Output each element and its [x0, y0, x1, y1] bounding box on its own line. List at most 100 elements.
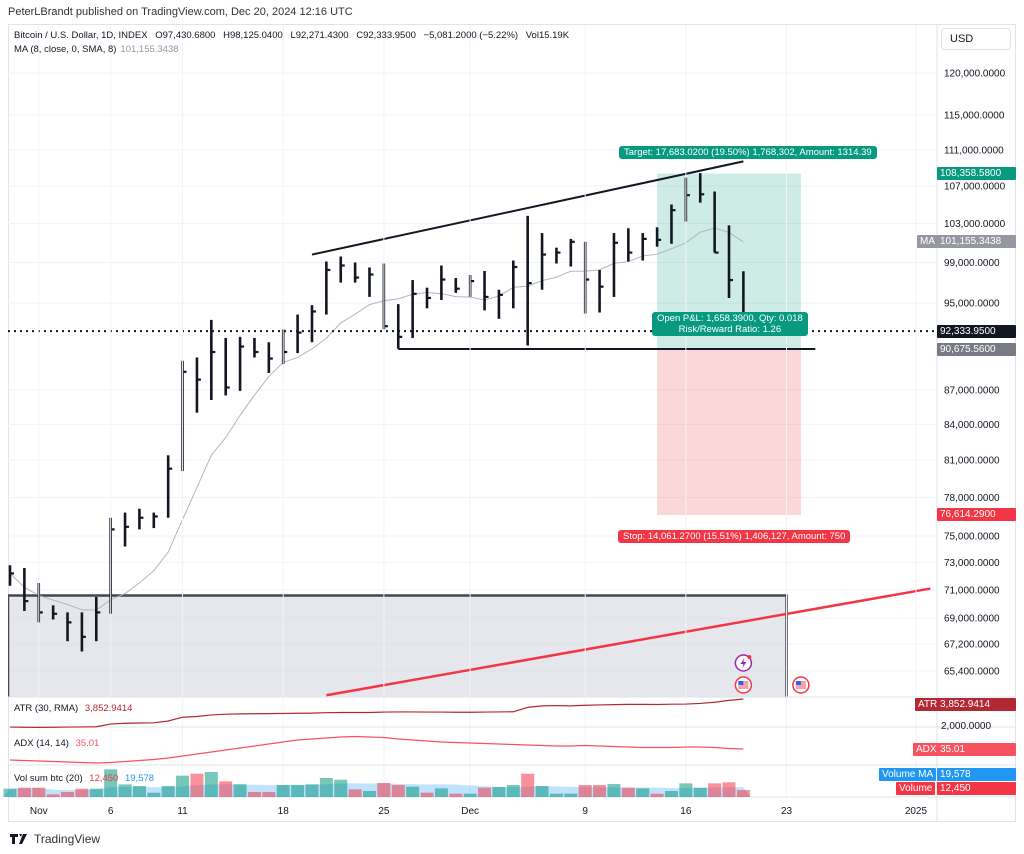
price-bar: [440, 265, 446, 301]
time-tick-label: Dec: [461, 806, 479, 817]
atr-value: 3,852.9414: [84, 703, 133, 714]
price-bar: [80, 612, 86, 652]
atr-legend[interactable]: ATR (30, RMA) 3,852.9414: [14, 703, 132, 714]
volume-bar: [708, 783, 722, 797]
volume-bar: [262, 792, 276, 797]
price-bar: [8, 565, 14, 586]
position-stop-label[interactable]: Stop: 14,061.2700 (15.51%) 1,406,127, Am…: [618, 530, 851, 543]
chart-frame: [8, 24, 1016, 822]
position-loss-zone: [657, 349, 801, 515]
price-bar: [569, 238, 575, 267]
volume-bar: [61, 792, 75, 797]
price-bar: [540, 233, 547, 290]
volume-bar: [204, 772, 218, 797]
position-stop-label-text: Stop: 14,061.2700 (15.51%) 1,406,127, Am…: [623, 531, 846, 542]
lightning-icon[interactable]: [734, 654, 753, 672]
price-axis-label: 92,333.9500: [937, 324, 1016, 338]
volume-bar: [363, 790, 376, 797]
volume-bar: [118, 784, 132, 797]
tradingview-logo[interactable]: TradingView: [10, 832, 100, 846]
volume-ma-tag: Volume MA: [879, 768, 937, 781]
price-bar: [267, 342, 273, 373]
volume-bar: [176, 775, 190, 797]
price-tick-label: 73,000.0000: [944, 558, 1000, 569]
position-pnl-label[interactable]: Open P&L: 1,658.3900, Qty: 0.018 Risk/Rew…: [652, 312, 808, 336]
red-trendline: [326, 587, 931, 697]
volume-bar: [334, 779, 348, 797]
adx-legend[interactable]: ADX (14, 14) 35.01: [14, 738, 99, 749]
price-bar: [339, 256, 345, 283]
volume-bar: [75, 788, 89, 797]
position-target-label-text: Target: 17,683.0200 (19.50%) 1,768,302, …: [624, 147, 872, 158]
volume-legend[interactable]: Vol sum btc (20) 12,450 19,578: [14, 773, 154, 784]
price-tick-label: 65,400.0000: [944, 666, 1000, 677]
volume-bar: [190, 773, 204, 797]
volume-bar: [420, 792, 434, 797]
price-bar: [166, 455, 173, 518]
volume-bar: [46, 794, 60, 797]
ohlc-low: L92,271.4300: [290, 30, 349, 41]
volume-bar: [693, 787, 707, 797]
volume-bar: [348, 789, 362, 797]
price-bar: [526, 215, 532, 346]
price-bar: [51, 605, 58, 620]
volume-bar: [463, 793, 477, 797]
price-tick-label: 115,000.0000: [944, 110, 1005, 121]
range-box: [8, 594, 788, 697]
volume-bar: [276, 785, 290, 797]
ma-axis-tag: MA: [917, 234, 938, 248]
volume-bar: [247, 792, 261, 797]
price-tick-label: 95,000.0000: [944, 299, 1000, 310]
volume-bar: [722, 782, 736, 797]
us-flag-icon[interactable]: [734, 676, 753, 694]
price-axis-label: 108,358.5800: [937, 167, 1016, 180]
currency-button[interactable]: USD: [941, 28, 1011, 50]
price-bar: [353, 262, 360, 283]
time-tick-label: Nov: [30, 806, 48, 817]
time-tick-label: 2025: [905, 806, 928, 817]
symbol-title[interactable]: Bitcoin / U.S. Dollar, 1D, INDEX: [14, 30, 148, 41]
position-target-label[interactable]: Target: 17,683.0200 (19.50%) 1,768,302, …: [619, 146, 877, 159]
price-bar: [396, 304, 403, 349]
atr-label: ATR (30, RMA): [14, 703, 79, 714]
us-flag-icon[interactable]: [792, 676, 810, 694]
price-bar: [368, 267, 374, 297]
price-bar: [713, 191, 719, 254]
time-tick-label: 16: [680, 806, 692, 817]
price-bar: [181, 360, 187, 472]
volume-bar: [621, 787, 635, 797]
volume-bar: [3, 788, 17, 797]
flag-canton: [795, 681, 801, 685]
price-bar: [325, 261, 331, 315]
price-bar: [598, 269, 604, 313]
price-bar: [483, 270, 489, 311]
adx-value: 35.01: [75, 738, 100, 749]
time-tick-label: 18: [278, 806, 290, 817]
price-bar: [296, 314, 302, 354]
volume-bar: [535, 785, 549, 797]
volume-ma-axis-label: 19,578: [937, 768, 1016, 781]
time-tick-label: 11: [177, 806, 188, 817]
volume-bar: [17, 787, 31, 797]
ma-label: MA (8, close, 0, SMA, 8): [14, 44, 117, 55]
volume-bar: [233, 784, 247, 797]
volume-bar: [650, 793, 664, 797]
position-pnl-label-text: Open P&L: 1,658.3900, Qty: 0.018: [657, 313, 803, 324]
ohlc-close: C92,333.9500: [356, 30, 416, 41]
ma-legend[interactable]: MA (8, close, 0, SMA, 8) 101,155.3438: [14, 44, 179, 55]
price-bar: [627, 228, 633, 262]
volume-bar: [449, 793, 463, 797]
price-bar: [511, 260, 518, 309]
atr-axis-tick: 2,000.0000: [941, 721, 992, 732]
volume-bar: [219, 781, 233, 797]
volume-bar: [593, 785, 607, 797]
price-bar: [94, 596, 101, 642]
price-bar: [382, 263, 388, 330]
price-axis-label: 90,675.5600: [937, 342, 1016, 356]
published-caption: PeterLBrandt published on TradingView.co…: [8, 6, 353, 18]
ohlc-high: H98,125.0400: [223, 30, 283, 41]
price-bar: [152, 512, 158, 529]
price-bar: [23, 567, 29, 611]
price-bar: [253, 337, 259, 358]
